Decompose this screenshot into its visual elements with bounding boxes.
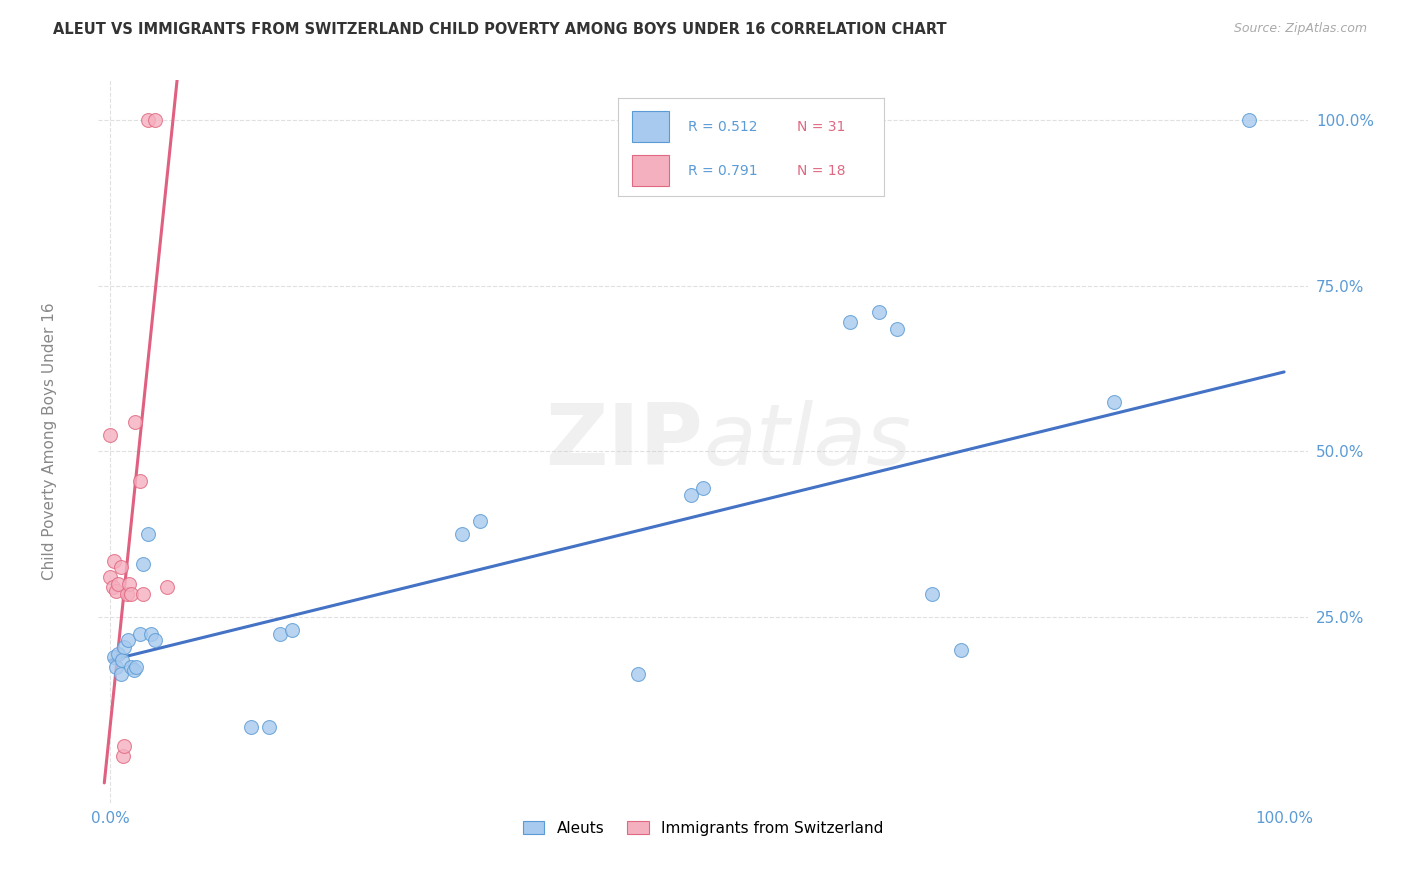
Text: atlas: atlas	[703, 400, 911, 483]
Point	[468, 514, 491, 528]
Point	[118, 577, 141, 591]
Point	[240, 720, 263, 734]
Point	[103, 554, 125, 568]
Point	[132, 557, 155, 571]
Text: ALEUT VS IMMIGRANTS FROM SWITZERLAND CHILD POVERTY AMONG BOYS UNDER 16 CORRELATI: ALEUT VS IMMIGRANTS FROM SWITZERLAND CHI…	[53, 22, 948, 37]
Point	[128, 475, 150, 489]
Point	[120, 587, 142, 601]
Text: Source: ZipAtlas.com: Source: ZipAtlas.com	[1233, 22, 1367, 36]
Point	[269, 627, 291, 641]
Point	[98, 428, 121, 442]
Point	[124, 415, 146, 429]
Point	[132, 587, 155, 601]
Point	[692, 481, 714, 495]
Point	[105, 660, 128, 674]
Point	[681, 487, 703, 501]
Point	[143, 113, 166, 128]
Point	[107, 577, 129, 591]
Legend: Aleuts, Immigrants from Switzerland: Aleuts, Immigrants from Switzerland	[517, 815, 889, 842]
Point	[136, 527, 159, 541]
Point	[155, 580, 177, 594]
Point	[115, 587, 138, 601]
Point	[125, 660, 148, 674]
Point	[838, 315, 860, 329]
Point	[128, 627, 150, 641]
Point	[950, 643, 973, 657]
Point	[921, 587, 943, 601]
Point	[107, 647, 129, 661]
Point	[143, 633, 166, 648]
Point	[1237, 113, 1260, 128]
Point	[122, 663, 145, 677]
Point	[112, 640, 135, 654]
Point	[112, 739, 135, 754]
Point	[105, 583, 128, 598]
Point	[98, 570, 121, 584]
Point	[101, 580, 124, 594]
Point	[110, 666, 132, 681]
Y-axis label: Child Poverty Among Boys Under 16: Child Poverty Among Boys Under 16	[42, 302, 56, 581]
Point	[868, 305, 890, 319]
Point	[1102, 394, 1125, 409]
Text: ZIP: ZIP	[546, 400, 703, 483]
Point	[886, 322, 908, 336]
Point	[141, 627, 163, 641]
Point	[281, 624, 304, 638]
Point	[111, 653, 134, 667]
Point	[257, 720, 280, 734]
Point	[112, 749, 135, 764]
Point	[103, 650, 125, 665]
Point	[451, 527, 474, 541]
Point	[120, 660, 142, 674]
Point	[117, 633, 139, 648]
Point	[110, 560, 132, 574]
Point	[136, 113, 159, 128]
Point	[627, 666, 650, 681]
